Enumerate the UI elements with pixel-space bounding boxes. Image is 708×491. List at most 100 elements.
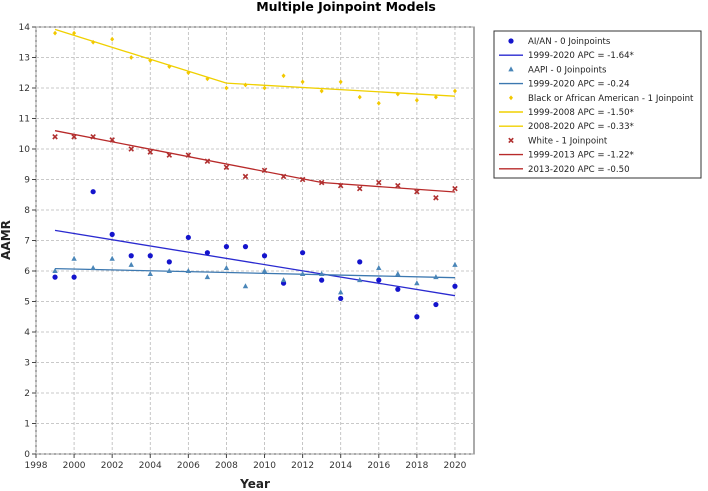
data-point bbox=[452, 88, 457, 94]
data-point bbox=[414, 314, 420, 320]
x-tick-label: 2012 bbox=[291, 461, 314, 471]
x-tick-label: 2014 bbox=[329, 461, 352, 471]
y-tick-label: 8 bbox=[24, 206, 30, 216]
data-point bbox=[376, 179, 382, 186]
y-tick-label: 0 bbox=[24, 450, 30, 460]
y-tick-label: 5 bbox=[24, 298, 30, 308]
data-point bbox=[204, 158, 211, 164]
legend-swatch bbox=[509, 95, 513, 101]
data-point bbox=[395, 271, 401, 277]
legend-label: 1999-2020 APC = -0.24 bbox=[528, 80, 630, 90]
data-point bbox=[356, 185, 363, 192]
data-point bbox=[261, 253, 268, 259]
data-point bbox=[223, 264, 230, 270]
data-point bbox=[129, 55, 134, 60]
data-point bbox=[261, 268, 268, 273]
legend-label: 2008-2020 APC = -0.33* bbox=[528, 122, 635, 132]
y-tick-label: 2 bbox=[24, 389, 30, 399]
data-point bbox=[224, 85, 229, 91]
data-point bbox=[128, 253, 134, 259]
y-tick-label: 10 bbox=[19, 145, 31, 155]
data-point bbox=[243, 82, 248, 88]
data-point bbox=[185, 268, 192, 273]
y-tick-label: 4 bbox=[24, 328, 30, 338]
legend-swatch bbox=[508, 38, 514, 44]
legend-label: 1999-2013 APC = -1.22* bbox=[528, 151, 635, 161]
data-point bbox=[72, 30, 77, 36]
data-point bbox=[147, 271, 153, 277]
data-point bbox=[110, 36, 115, 42]
data-point bbox=[318, 179, 325, 186]
data-point bbox=[433, 94, 438, 100]
x-tick-label: 2010 bbox=[253, 461, 276, 471]
data-point bbox=[109, 231, 115, 237]
data-point bbox=[52, 274, 58, 280]
data-point bbox=[90, 134, 96, 140]
fit-line bbox=[54, 130, 322, 184]
data-point bbox=[223, 244, 230, 250]
legend-label: AI/AN - 0 Joinpoints bbox=[528, 37, 611, 47]
data-point bbox=[414, 97, 419, 103]
data-point bbox=[71, 134, 77, 140]
y-tick-label: 11 bbox=[19, 115, 30, 125]
data-point bbox=[109, 255, 115, 261]
data-point bbox=[223, 164, 230, 171]
data-point bbox=[318, 271, 325, 277]
data-point bbox=[71, 274, 77, 280]
legend-swatch bbox=[508, 137, 514, 144]
data-point bbox=[147, 253, 153, 259]
data-point bbox=[128, 261, 134, 267]
data-point bbox=[109, 137, 115, 143]
data-point bbox=[52, 134, 58, 140]
fit-line bbox=[226, 82, 456, 97]
data-point bbox=[147, 149, 154, 155]
data-point bbox=[338, 295, 344, 302]
data-point bbox=[262, 85, 267, 91]
data-point bbox=[414, 280, 420, 286]
y-tick-label: 13 bbox=[19, 54, 30, 64]
legend-box bbox=[493, 30, 702, 179]
data-point bbox=[242, 244, 249, 250]
fit-line bbox=[321, 181, 456, 193]
data-point bbox=[337, 289, 344, 295]
legend-label: Black or African American - 1 Joinpoint bbox=[528, 94, 694, 104]
y-tick-label: 9 bbox=[24, 176, 30, 186]
data-point bbox=[452, 185, 458, 192]
data-point bbox=[433, 301, 439, 308]
data-point bbox=[53, 30, 58, 36]
legend-swatch bbox=[508, 66, 514, 72]
data-point bbox=[452, 261, 458, 267]
legend: AI/AN - 0 Joinpoints 1999-2020 APC = -1.6… bbox=[499, 37, 694, 175]
data-point bbox=[395, 182, 401, 189]
y-tick-label: 1 bbox=[24, 420, 30, 430]
data-point bbox=[91, 39, 96, 45]
data-point bbox=[319, 88, 324, 94]
data-point bbox=[205, 76, 210, 82]
legend-label: 1999-2020 APC = -1.64* bbox=[528, 51, 635, 61]
data-point bbox=[433, 195, 439, 201]
data-point bbox=[414, 188, 420, 195]
x-tick-label: 2004 bbox=[139, 461, 162, 471]
x-tick-label: 2002 bbox=[101, 461, 124, 471]
x-tick-label: 2018 bbox=[405, 461, 428, 471]
data-point bbox=[433, 274, 439, 280]
x-tick-label: 2016 bbox=[367, 461, 390, 471]
y-tick-label: 3 bbox=[24, 359, 30, 369]
data-point bbox=[452, 283, 458, 289]
data-point bbox=[185, 234, 191, 241]
x-axis-title: Year bbox=[239, 477, 270, 491]
fit-line bbox=[54, 267, 456, 279]
data-point bbox=[186, 70, 191, 76]
data-point bbox=[299, 271, 306, 277]
x-tick-label: 2000 bbox=[63, 461, 86, 471]
data-point bbox=[338, 79, 343, 85]
data-point bbox=[281, 73, 286, 79]
data-point bbox=[357, 277, 363, 283]
data-point bbox=[300, 250, 306, 256]
data-point bbox=[395, 286, 401, 292]
data-point bbox=[185, 152, 192, 158]
x-tick-label: 2008 bbox=[215, 461, 238, 471]
data-point bbox=[319, 277, 325, 283]
